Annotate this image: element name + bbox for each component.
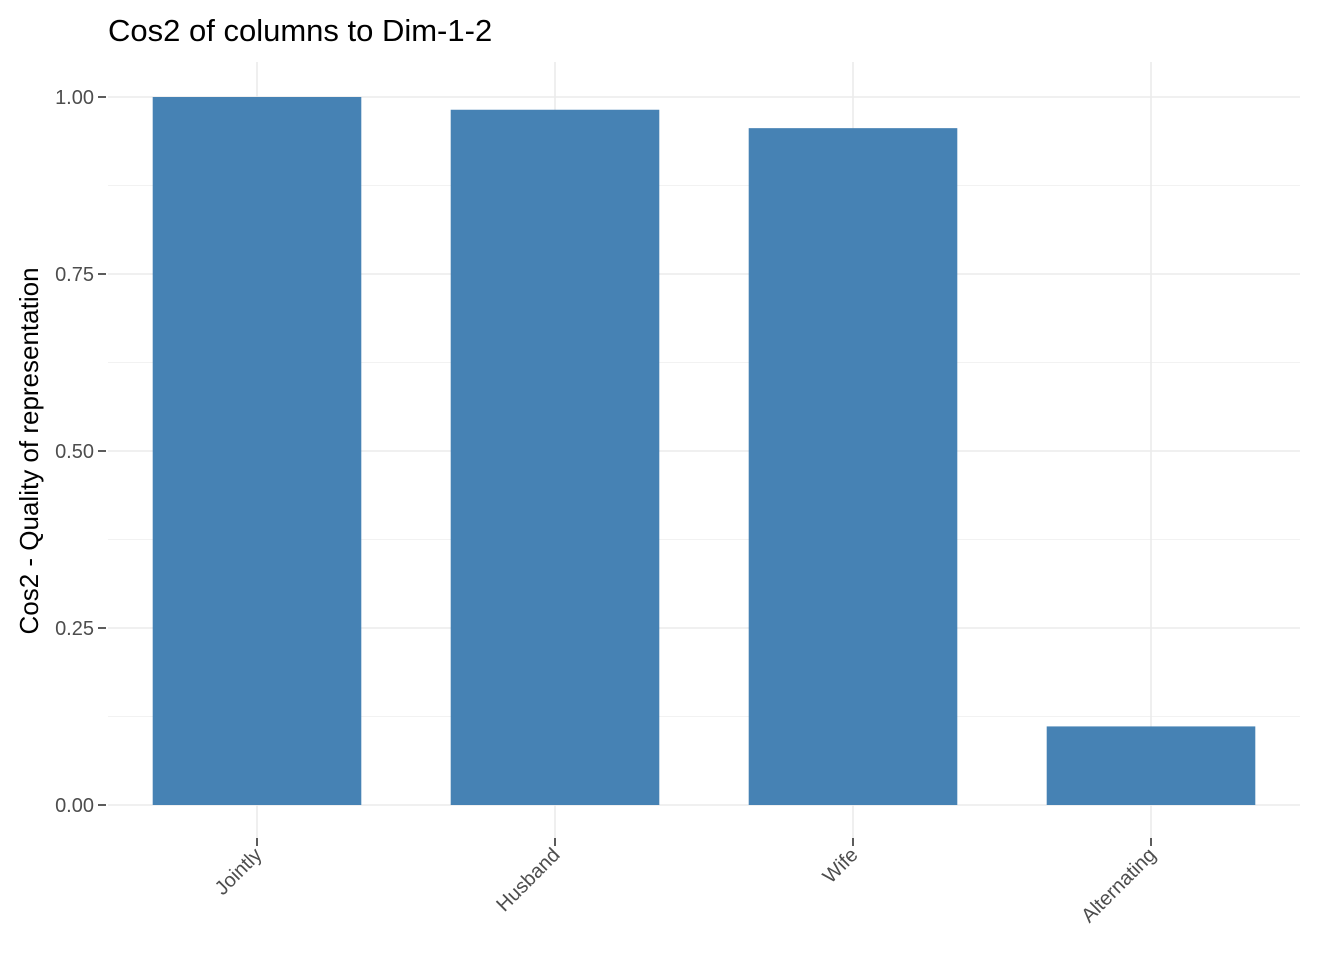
x-tick-label-alternating: Alternating bbox=[1077, 844, 1160, 927]
x-tick-label-wife: Wife bbox=[819, 844, 863, 888]
y-tick-label: 0.00 bbox=[55, 795, 94, 817]
y-tick-label: 1.00 bbox=[55, 87, 94, 109]
bar-alternating bbox=[1046, 726, 1256, 805]
x-tick-label-husband: Husband bbox=[492, 844, 564, 916]
bar-husband bbox=[450, 109, 660, 805]
y-tick-label: 0.50 bbox=[55, 441, 94, 463]
y-axis-title: Cos2 - Quality of representation bbox=[14, 267, 44, 634]
bar-jointly bbox=[152, 97, 362, 805]
y-axis: 0.00 0.25 0.50 0.75 1.00 bbox=[55, 87, 106, 817]
bar-wife bbox=[748, 128, 958, 806]
y-tick-label: 0.75 bbox=[55, 264, 94, 286]
chart-title: Cos2 of columns to Dim-1-2 bbox=[108, 13, 492, 48]
x-axis: Jointly Husband Wife Alternating bbox=[211, 838, 1161, 927]
y-tick-label: 0.25 bbox=[55, 618, 94, 640]
bars-layer bbox=[152, 97, 1256, 806]
x-tick-label-jointly: Jointly bbox=[211, 844, 267, 900]
